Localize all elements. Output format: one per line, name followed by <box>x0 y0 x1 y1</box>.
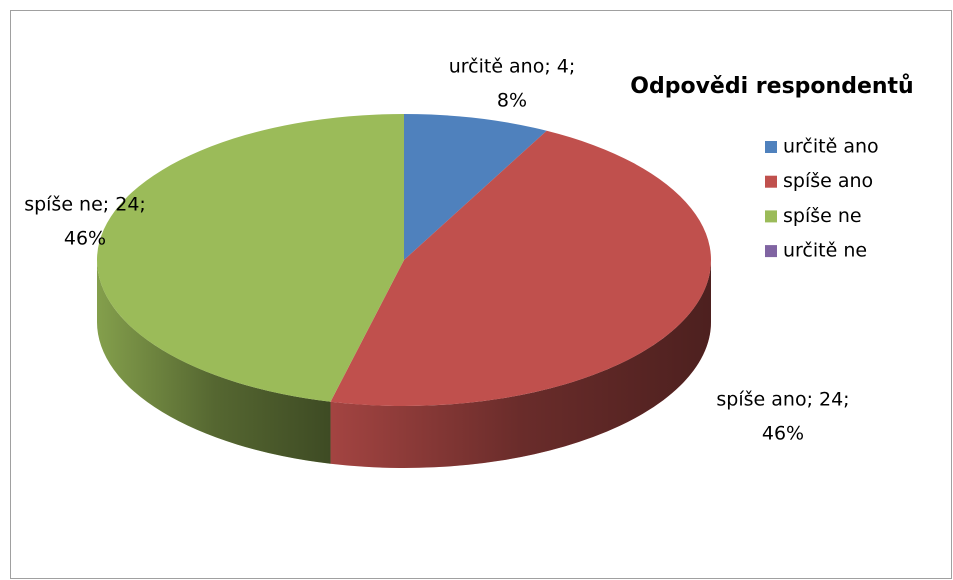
legend-swatch <box>765 210 777 223</box>
legend-swatch <box>765 141 777 153</box>
slice <box>330 130 712 406</box>
legend-swatch <box>765 245 777 258</box>
legend-swatch <box>765 175 777 188</box>
legend-label: určitě ne <box>783 240 867 262</box>
chart-title: Odpovědi respondentů <box>630 74 913 99</box>
slice-side-shade <box>97 260 331 464</box>
legend-label: spíše ano <box>783 170 873 192</box>
data-label: určitě ano; 4; <box>449 56 576 78</box>
data-label: 46% <box>762 423 804 445</box>
slice <box>96 114 404 402</box>
data-label: spíše ano; 24; <box>716 389 849 411</box>
data-label: 8% <box>497 90 527 112</box>
slice-side-shade <box>330 260 711 469</box>
data-label: spíše ne; 24; <box>24 194 146 216</box>
data-label: 46% <box>64 228 106 250</box>
slice <box>404 114 547 260</box>
legend-label: určitě ano <box>783 136 879 158</box>
legend-label: spíše ne <box>783 205 862 227</box>
